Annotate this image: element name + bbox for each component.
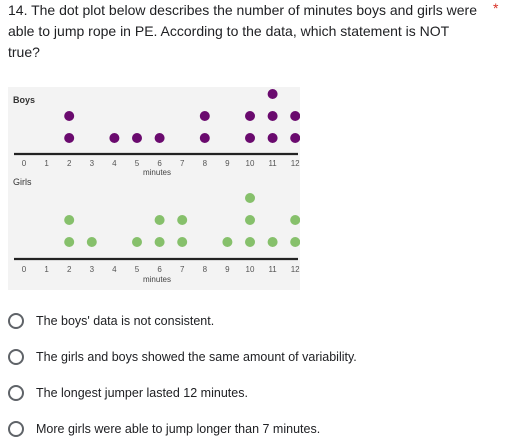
boys-dot-8-2 [199, 111, 210, 121]
girls-dot-7-2 [177, 215, 188, 225]
boys-dot-2-1 [64, 133, 75, 143]
girls-tick-label-1: 1 [44, 265, 49, 274]
boys-tick-label-1: 1 [44, 159, 49, 168]
girls-dot-2-1 [64, 237, 75, 247]
boys-tick-label-9: 9 [225, 159, 230, 168]
boys-tick-labels: 0 1 2 3 4 5 6 7 8 9 10 11 12 [22, 159, 300, 168]
girls-tick-label-4: 4 [112, 265, 117, 274]
boys-tick-label-10: 10 [246, 159, 255, 168]
girls-dots [64, 193, 300, 247]
girls-dot-9-1 [222, 237, 233, 247]
girls-dot-5-1 [132, 237, 142, 247]
boys-tick-label-5: 5 [135, 159, 140, 168]
option-2[interactable]: The girls and boys showed the same amoun… [8, 339, 498, 375]
girls-dot-10-2 [245, 215, 255, 225]
boys-tick-label-7: 7 [180, 159, 185, 168]
boys-dot-12-1 [290, 133, 300, 143]
option-label-3: The longest jumper lasted 12 minutes. [36, 386, 248, 400]
option-label-2: The girls and boys showed the same amoun… [36, 350, 357, 364]
boys-dot-12-2 [290, 111, 300, 121]
boys-dot-11-2 [267, 111, 278, 121]
girls-x-axis-label: minutes [143, 275, 171, 284]
girls-tick-label-2: 2 [67, 265, 72, 274]
girls-tick-label-11: 11 [268, 265, 277, 274]
boys-tick-label-0: 0 [22, 159, 27, 168]
boys-dot-5-1 [132, 133, 142, 143]
girls-tick-labels: 0 1 2 3 4 5 6 7 8 9 10 11 12 [22, 265, 300, 274]
girls-dot-6-1 [154, 237, 165, 247]
radio-button-1[interactable] [8, 313, 24, 329]
girls-tick-label-8: 8 [203, 265, 208, 274]
radio-button-2[interactable] [8, 349, 24, 365]
girls-tick-label-10: 10 [246, 265, 255, 274]
girls-dot-10-3 [245, 193, 255, 203]
boys-tick-label-6: 6 [157, 159, 162, 168]
answer-options: The boys' data is not consistent. The gi… [8, 303, 498, 447]
boys-tick-label-2: 2 [67, 159, 72, 168]
option-1[interactable]: The boys' data is not consistent. [8, 303, 498, 339]
option-label-4: More girls were able to jump longer than… [36, 422, 321, 436]
question-text: 14. The dot plot below describes the num… [8, 2, 477, 60]
boys-dot-4-1 [109, 133, 120, 143]
girls-dot-11-1 [267, 237, 278, 247]
girls-dot-2-2 [64, 215, 75, 225]
boys-tick-label-4: 4 [112, 159, 117, 168]
girls-tick-label-3: 3 [90, 265, 95, 274]
boys-group-label: Boys [13, 95, 35, 105]
boys-tick-label-11: 11 [268, 159, 277, 168]
boys-tick-label-8: 8 [203, 159, 208, 168]
option-label-1: The boys' data is not consistent. [36, 314, 215, 328]
girls-tick-label-6: 6 [157, 265, 162, 274]
radio-button-4[interactable] [8, 421, 24, 437]
boys-x-axis-label: minutes [143, 168, 171, 177]
boys-tick-label-12: 12 [291, 159, 300, 168]
girls-dot-6-2 [154, 215, 165, 225]
boys-tick-label-3: 3 [90, 159, 95, 168]
girls-group-label: Girls [13, 177, 32, 187]
boys-dot-10-2 [245, 111, 255, 121]
radio-button-3[interactable] [8, 385, 24, 401]
boys-dot-6-1 [154, 133, 165, 143]
girls-dot-10-1 [245, 237, 255, 247]
girls-tick-label-5: 5 [135, 265, 140, 274]
boys-dot-10-1 [245, 133, 255, 143]
girls-dot-12-2 [290, 215, 300, 225]
boys-dot-2-2 [64, 111, 75, 121]
girls-dot-7-1 [177, 237, 188, 247]
girls-tick-label-12: 12 [291, 265, 300, 274]
boys-dot-8-1 [199, 133, 210, 143]
required-asterisk: * [493, 0, 499, 16]
girls-tick-label-7: 7 [180, 265, 185, 274]
girls-tick-label-0: 0 [22, 265, 27, 274]
girls-tick-label-9: 9 [225, 265, 230, 274]
option-3[interactable]: The longest jumper lasted 12 minutes. [8, 375, 498, 411]
option-4[interactable]: More girls were able to jump longer than… [8, 411, 498, 447]
boys-dot-11-1 [267, 133, 278, 143]
girls-dot-12-1 [290, 237, 300, 247]
boys-dots [64, 89, 300, 143]
girls-dot-3-1 [86, 237, 97, 247]
boys-dot-11-3 [267, 89, 278, 99]
